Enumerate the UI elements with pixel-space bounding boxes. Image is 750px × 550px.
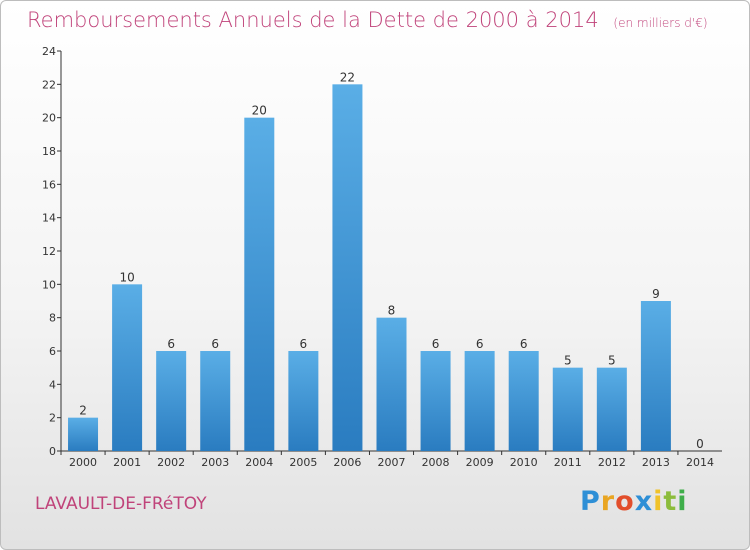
bar — [640, 301, 671, 451]
x-tick-label: 2008 — [422, 456, 450, 469]
bar — [508, 351, 539, 451]
y-tick-label: 10 — [42, 278, 56, 291]
chart-title: Remboursements Annuels de la Dette de 20… — [27, 8, 708, 32]
logo-letter: i — [677, 486, 688, 517]
x-tick-label: 2013 — [642, 456, 670, 469]
y-tick-label: 20 — [42, 112, 56, 125]
y-tick-label: 12 — [42, 245, 56, 258]
y-tick-label: 4 — [49, 378, 56, 391]
chart-title-text: Remboursements Annuels de la Dette de 20… — [27, 8, 599, 32]
data-label: 20 — [252, 104, 267, 118]
bar — [244, 117, 275, 452]
bar — [596, 367, 627, 451]
logo-letter: o — [615, 486, 635, 517]
data-label: 6 — [432, 337, 440, 351]
bar — [156, 351, 187, 451]
y-tick-label: 0 — [49, 445, 56, 458]
y-tick-label: 8 — [49, 312, 56, 325]
bar — [68, 417, 99, 451]
x-tick-label: 2001 — [113, 456, 141, 469]
bars — [68, 84, 671, 452]
bar — [200, 351, 231, 451]
chart-unit: (en milliers d'€) — [613, 16, 708, 30]
x-tick-label: 2005 — [289, 456, 317, 469]
logo-letter: P — [580, 486, 601, 517]
x-tick-label: 2003 — [201, 456, 229, 469]
data-labels: 2 10 6 6 20 6 22 8 6 6 6 5 5 9 0 — [79, 70, 704, 451]
bar — [112, 284, 143, 451]
x-tick-label: 2006 — [333, 456, 361, 469]
town-name: LAVAULT-DE-FRéTOY — [35, 494, 207, 514]
x-tick-label: 2010 — [510, 456, 538, 469]
logo-letter: i — [653, 486, 664, 517]
y-tick-label: 2 — [49, 412, 56, 425]
y-tick-label: 22 — [42, 78, 56, 91]
data-label: 6 — [211, 337, 219, 351]
data-label: 2 — [79, 404, 87, 418]
data-label: 5 — [608, 354, 616, 368]
x-tick-label: 2012 — [598, 456, 626, 469]
x-tick-label: 2004 — [245, 456, 273, 469]
y-tick-label: 6 — [49, 345, 56, 358]
bar — [464, 351, 495, 451]
data-label: 9 — [652, 287, 660, 301]
data-label: 6 — [520, 337, 528, 351]
bar — [420, 351, 451, 451]
y-tick-label: 18 — [42, 145, 56, 158]
x-tick-label: 2009 — [466, 456, 494, 469]
x-tick-label: 2014 — [686, 456, 714, 469]
data-label: 8 — [388, 304, 396, 318]
bar — [552, 367, 583, 451]
data-label: 0 — [696, 437, 704, 451]
x-tick-label: 2002 — [157, 456, 185, 469]
data-label: 6 — [476, 337, 484, 351]
x-tick-label: 2000 — [69, 456, 97, 469]
data-label: 22 — [340, 70, 355, 84]
bar — [332, 84, 363, 451]
logo-letter: t — [663, 486, 678, 517]
y-tick-label: 14 — [42, 212, 56, 225]
data-label: 6 — [167, 337, 175, 351]
data-label: 6 — [300, 337, 308, 351]
y-tick-label: 16 — [42, 178, 56, 191]
data-label: 10 — [119, 270, 134, 284]
bar — [376, 317, 407, 451]
proxiti-logo: Proxiti — [580, 486, 688, 517]
y-tick-label: 24 — [42, 45, 56, 58]
logo-letter: r — [600, 486, 616, 517]
data-label: 5 — [564, 354, 572, 368]
x-tick-label: 2007 — [378, 456, 406, 469]
bar — [288, 351, 319, 451]
x-tick-label: 2011 — [554, 456, 582, 469]
logo-letter: x — [634, 486, 654, 517]
